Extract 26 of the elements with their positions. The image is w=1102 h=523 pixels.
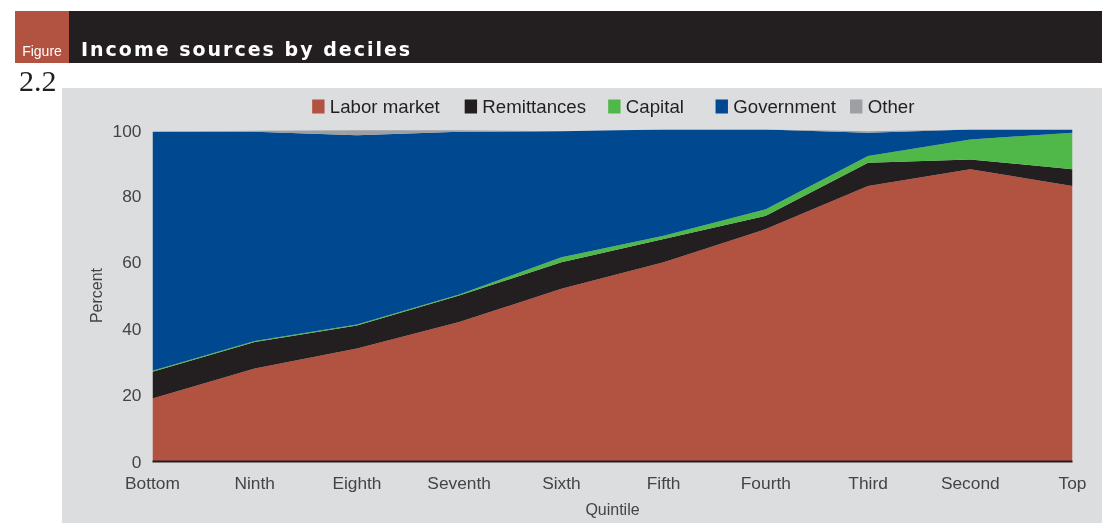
legend-label: Remittances <box>482 96 587 117</box>
x-tick-label: Fifth <box>646 472 681 493</box>
y-tick-label: 20 <box>122 385 142 406</box>
y-tick-label: 100 <box>112 120 142 141</box>
x-tick-label: Eighth <box>332 472 382 493</box>
legend-label: Capital <box>625 96 684 117</box>
x-tick-label: Sixth <box>542 472 581 493</box>
x-tick-label: Fourth <box>740 472 791 493</box>
text: 2.2 <box>19 63 57 99</box>
x-tick-label: Second <box>940 472 1000 493</box>
legend-label: Other <box>867 96 915 117</box>
y-tick-label: 80 <box>122 185 142 206</box>
text: Figure <box>21 42 63 61</box>
x-axis-title: Quintile <box>585 500 640 518</box>
y-tick-label: 0 <box>131 451 142 472</box>
y-axis-title: Percent <box>87 267 105 324</box>
y-tick-label: 40 <box>122 318 142 339</box>
x-tick-label: Third <box>848 472 888 493</box>
x-tick-label: Bottom <box>125 472 180 493</box>
y-tick-label: 60 <box>122 252 142 273</box>
x-tick-label: Top <box>1058 472 1087 493</box>
legend-label: Labor market <box>329 96 441 117</box>
chart-title: Income sources by deciles <box>81 37 413 62</box>
legend-label: Government <box>733 96 837 117</box>
x-tick-label: Ninth <box>234 472 275 493</box>
x-tick-label: Seventh <box>427 472 491 493</box>
